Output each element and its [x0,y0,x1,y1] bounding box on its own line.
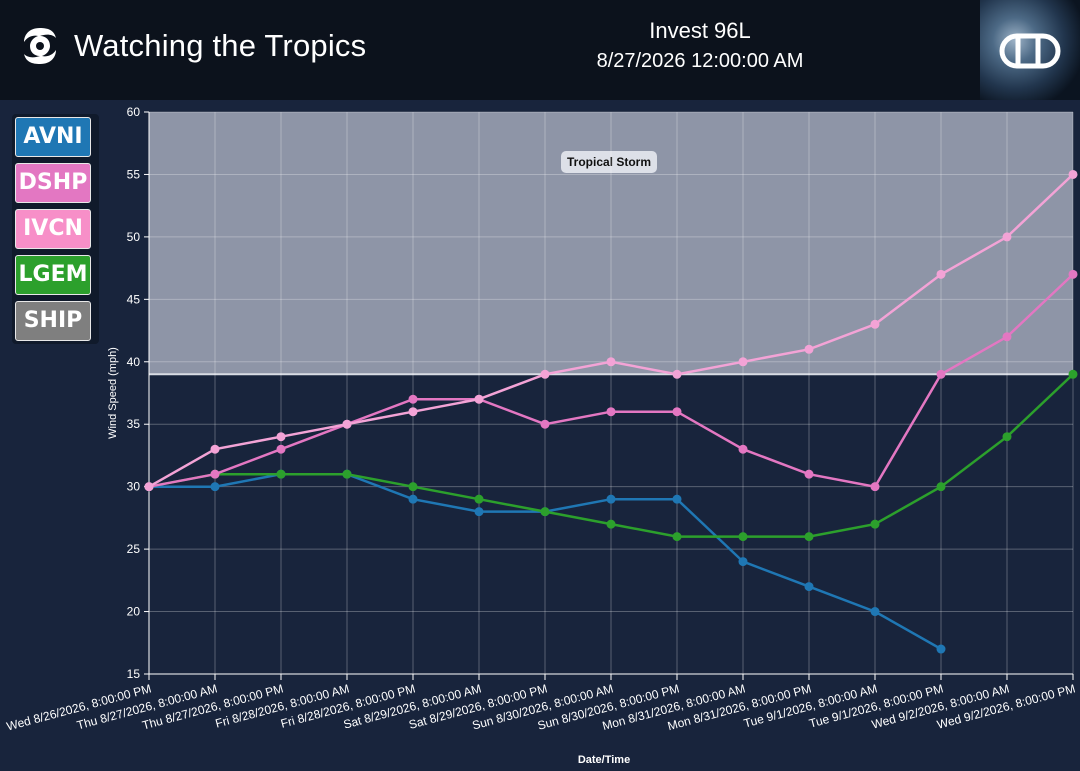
data-point-ivcn [342,419,352,429]
data-point-dshp [936,369,946,379]
y-tick-label: 45 [127,292,141,306]
data-point-dshp [738,444,748,454]
data-point-dshp [1002,332,1012,342]
data-point-ivcn [804,344,814,354]
data-point-lgem [408,482,418,492]
y-tick-label: 35 [127,417,141,431]
data-point-avni [936,644,946,654]
data-point-avni [672,494,682,504]
model-legend: AVNI DSHP IVCN LGEM SHIP [12,114,99,344]
band-label: Tropical Storm [567,155,651,169]
hurricane-icon [24,28,56,64]
data-point-dshp [870,482,880,492]
data-point-lgem [804,532,814,542]
data-point-dshp [276,444,286,454]
data-point-avni [474,507,484,517]
data-point-avni [606,494,616,504]
legend-button-avni[interactable]: AVNI [15,117,91,157]
data-point-lgem [606,519,616,529]
data-point-ivcn [474,394,484,404]
data-point-lgem [870,519,880,529]
y-axis-label: Wind Speed (mph) [107,347,119,439]
app-title: Watching the Tropics [74,28,367,63]
data-point-ivcn [870,319,880,329]
dd-logo-icon [999,33,1061,69]
dd-logo [980,0,1080,100]
y-tick-label: 30 [127,480,141,494]
data-point-ivcn [408,407,418,417]
data-point-avni [804,582,814,592]
data-point-lgem [540,507,550,517]
data-point-lgem [342,469,352,479]
data-point-lgem [672,532,682,542]
legend-button-ship[interactable]: SHIP [15,301,91,341]
data-point-ivcn [540,369,550,379]
y-tick-label: 25 [127,542,141,556]
data-point-ivcn [1002,232,1012,242]
y-tick-label: 20 [127,605,141,619]
data-point-dshp [804,469,814,479]
legend-button-ivcn[interactable]: IVCN [15,209,91,249]
data-point-dshp [672,407,682,417]
x-axis-label: Date/Time [578,754,630,766]
storm-datetime: 8/27/2026 12:00:00 AM [596,50,804,72]
data-point-ivcn [606,357,616,367]
data-point-dshp [210,469,220,479]
data-point-avni [738,557,748,567]
legend-button-dshp[interactable]: DSHP [15,163,91,203]
data-point-dshp [408,394,418,404]
y-tick-label: 40 [127,355,141,369]
data-point-ivcn [144,482,154,492]
legend-button-lgem[interactable]: LGEM [15,255,91,295]
data-point-lgem [738,532,748,542]
header-bar: Watching the Tropics Invest 96L 8/27/202… [0,0,1080,100]
y-tick-label: 50 [127,230,141,244]
y-tick-label: 15 [127,667,141,681]
data-point-ivcn [210,444,220,454]
data-point-lgem [1002,432,1012,442]
band-label-box [561,151,657,173]
data-point-lgem [936,482,946,492]
data-point-avni [870,607,880,617]
data-point-ivcn [1068,169,1078,179]
data-point-avni [408,494,418,504]
data-point-ivcn [936,269,946,279]
data-point-dshp [606,407,616,417]
data-point-lgem [1068,369,1078,379]
data-point-lgem [276,469,286,479]
data-point-dshp [1068,269,1078,279]
data-point-avni [210,482,220,492]
storm-name: Invest 96L [649,18,751,43]
y-tick-label: 55 [127,167,141,181]
data-point-dshp [540,419,550,429]
data-point-ivcn [738,357,748,367]
data-point-ivcn [276,432,286,442]
data-point-lgem [474,494,484,504]
data-point-ivcn [672,369,682,379]
y-tick-label: 60 [127,105,141,119]
